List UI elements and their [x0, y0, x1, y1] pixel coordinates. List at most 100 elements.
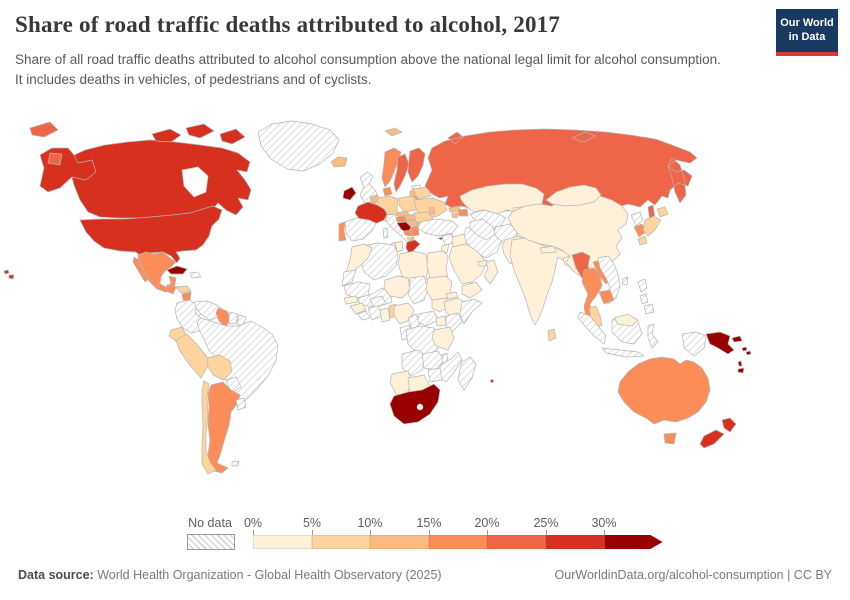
country-chile[interactable] [201, 380, 217, 475]
country-chad[interactable] [407, 275, 429, 305]
chart-subtitle: Share of all road traffic deaths attribu… [15, 52, 721, 88]
legend-no-data-swatch[interactable] [187, 534, 235, 550]
country-sweden[interactable] [393, 153, 410, 193]
country-madagascar[interactable] [457, 356, 477, 391]
country-egypt[interactable] [426, 250, 449, 279]
country-united-states[interactable] [79, 205, 223, 264]
country-oman[interactable] [483, 259, 499, 285]
country-russia-chukotka[interactable] [29, 121, 63, 166]
country-japan[interactable] [637, 206, 669, 246]
country-nepal[interactable] [539, 245, 557, 254]
country-zimbabwe[interactable] [427, 367, 443, 383]
country-solomon-islands[interactable] [741, 346, 752, 356]
country-mongolia[interactable] [545, 184, 602, 207]
country-iceland[interactable] [330, 156, 348, 168]
country-denmark[interactable] [382, 186, 393, 197]
country-finland[interactable] [407, 147, 426, 183]
country-falkland-islands[interactable] [231, 460, 240, 467]
country-bolivia[interactable] [206, 354, 233, 381]
country-honduras[interactable] [175, 285, 192, 294]
country-guinea[interactable] [349, 302, 367, 315]
country-spain[interactable] [344, 217, 377, 242]
country-taiwan[interactable] [621, 276, 629, 286]
country-svalbard[interactable] [384, 127, 403, 137]
legend-bin-10-15[interactable] [370, 535, 429, 549]
country-greenland[interactable] [257, 120, 340, 172]
country-ireland[interactable] [342, 186, 357, 201]
country-tunisia[interactable] [394, 240, 404, 253]
country-norway[interactable] [381, 147, 402, 188]
country-dr-congo[interactable] [405, 325, 441, 357]
country-indonesia[interactable] [577, 311, 707, 358]
country-uruguay[interactable] [235, 397, 247, 411]
owid-link[interactable]: OurWorldinData.org/alcohol-consumption |… [554, 568, 832, 582]
country-zambia[interactable] [421, 350, 445, 371]
legend-bin-20-25[interactable] [487, 535, 546, 549]
country-liberia[interactable] [357, 310, 371, 321]
country-niger[interactable] [383, 275, 411, 299]
country-somalia[interactable] [459, 298, 483, 325]
country-papua-new-guinea[interactable] [705, 331, 743, 355]
country-turkmenistan[interactable] [469, 218, 497, 241]
country-serbia[interactable] [410, 225, 420, 237]
country-canada[interactable] [67, 139, 252, 219]
country-senegal[interactable] [343, 295, 359, 305]
legend-tick-5: 5% [302, 516, 322, 530]
legend-bin-0-5[interactable] [253, 535, 312, 549]
country-bosnia[interactable] [403, 229, 413, 237]
country-argentina[interactable] [207, 381, 241, 474]
country-australia[interactable] [617, 356, 711, 445]
country-cuba[interactable] [166, 265, 188, 275]
country-lesotho[interactable] [416, 403, 424, 411]
country-ghana[interactable] [379, 307, 391, 323]
legend-bin-5-10[interactable] [311, 535, 371, 549]
country-fiji[interactable] [737, 367, 745, 374]
country-north-korea[interactable] [630, 211, 644, 227]
country-tanzania[interactable] [431, 326, 455, 351]
country-vanuatu[interactable] [737, 360, 743, 367]
country-uganda[interactable] [435, 315, 447, 327]
country-libya[interactable] [397, 250, 429, 283]
country-malaysia-borneo[interactable] [613, 313, 639, 327]
country-uae[interactable] [477, 259, 488, 267]
country-guatemala[interactable] [165, 284, 177, 295]
legend-bin-25-30[interactable] [545, 535, 605, 549]
country-south-africa[interactable] [389, 383, 441, 425]
legend-no-data-label: No data [188, 516, 232, 530]
legend-tickmark [546, 530, 547, 535]
country-cambodia[interactable] [598, 289, 615, 305]
country-azerbaijan[interactable] [457, 208, 469, 217]
country-morocco[interactable] [345, 243, 373, 273]
country-sri-lanka[interactable] [547, 328, 557, 342]
country-yemen[interactable] [461, 281, 483, 299]
country-suriname[interactable] [228, 311, 239, 325]
country-sudan[interactable] [425, 275, 453, 303]
chart-footer: Data source: World Health Organization -… [0, 564, 850, 590]
country-poland[interactable] [398, 195, 419, 213]
country-cameroon[interactable] [407, 313, 421, 331]
country-central-african-republic[interactable] [417, 310, 439, 327]
page-title: Share of road traffic deaths attributed … [15, 12, 561, 37]
country-eritrea[interactable] [445, 291, 459, 300]
country-portugal[interactable] [338, 221, 347, 242]
country-burkina-faso[interactable] [369, 295, 387, 308]
legend-bin-30-plus[interactable] [604, 535, 663, 549]
data-source-text: World Health Organization - Global Healt… [93, 568, 442, 582]
country-philippines[interactable] [637, 278, 655, 315]
country-turkey[interactable] [417, 218, 459, 237]
country-western-sahara[interactable] [341, 269, 357, 287]
country-saudi-arabia[interactable] [448, 243, 487, 285]
country-belarus[interactable] [412, 186, 432, 200]
country-mexico[interactable] [132, 251, 177, 293]
country-canada-arctic[interactable] [151, 123, 246, 145]
country-angola[interactable] [401, 349, 427, 377]
country-mauritius[interactable] [490, 379, 494, 383]
country-armenia[interactable] [451, 212, 459, 219]
country-hispaniola[interactable] [189, 271, 202, 279]
country-new-zealand[interactable] [699, 417, 737, 449]
country-peru[interactable] [175, 333, 209, 379]
country-us-hawaii[interactable] [3, 269, 15, 280]
legend-bin-15-20[interactable] [428, 535, 488, 549]
country-moldova[interactable] [428, 206, 436, 215]
country-nicaragua[interactable] [181, 291, 192, 302]
